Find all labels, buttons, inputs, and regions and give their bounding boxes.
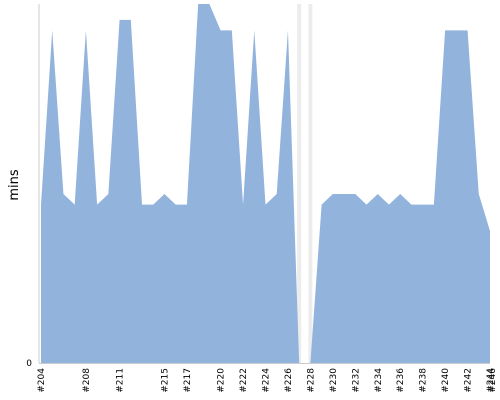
x-tick-label: #242 bbox=[464, 368, 474, 393]
gap-band bbox=[308, 4, 313, 363]
series-area bbox=[41, 4, 490, 363]
x-tick-label: #230 bbox=[329, 368, 339, 393]
x-tick-label: #236 bbox=[396, 368, 406, 393]
x-tick-label: #240 bbox=[441, 368, 451, 393]
x-tick-label: #204 bbox=[37, 368, 47, 393]
gap-band bbox=[297, 4, 302, 363]
x-tick-label: #246 bbox=[488, 368, 498, 393]
x-tick-label: #226 bbox=[284, 368, 294, 393]
x-tick-label: #211 bbox=[116, 368, 126, 393]
x-tick-label: #234 bbox=[374, 368, 384, 393]
missing-data-gap bbox=[297, 4, 313, 363]
x-tick-label: #222 bbox=[239, 368, 249, 393]
x-tick-labels: #204 #208 #211 #215 #217 #220 #222 #224 #226 #228… bbox=[37, 368, 498, 393]
x-tick-label: #217 bbox=[183, 368, 193, 393]
x-tick-label: #232 bbox=[351, 368, 361, 393]
y-tick-label: 0 bbox=[26, 359, 32, 369]
y-axis-label: mins bbox=[7, 169, 22, 201]
x-tick-label: #220 bbox=[217, 368, 227, 393]
x-tick-label: #238 bbox=[419, 368, 429, 393]
x-tick-label: #224 bbox=[262, 368, 272, 393]
x-tick-label: #215 bbox=[161, 368, 171, 393]
x-tick-label: #228 bbox=[306, 368, 316, 393]
x-tick-label: #244 bbox=[486, 368, 496, 393]
x-tick-label: #208 bbox=[82, 368, 92, 393]
